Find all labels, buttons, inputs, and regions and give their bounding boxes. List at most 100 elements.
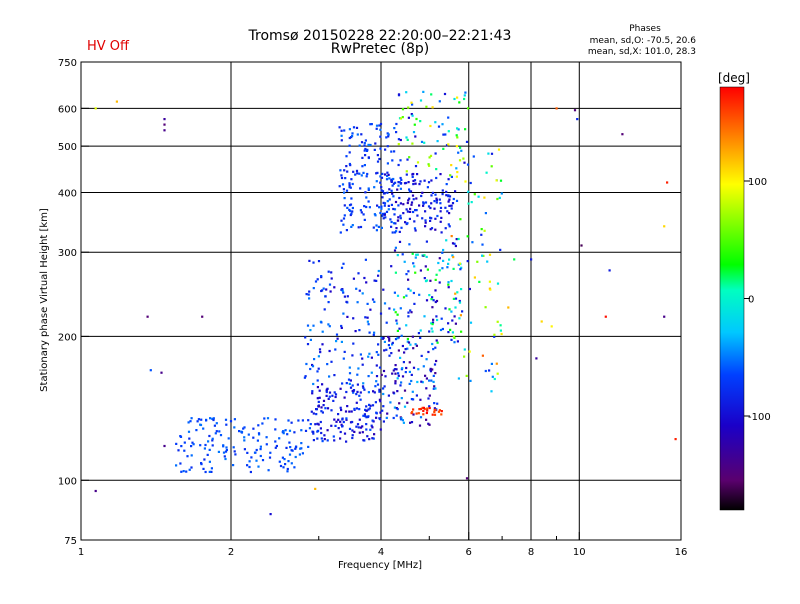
data-point (207, 440, 210, 443)
data-point (426, 268, 429, 271)
data-point (434, 387, 437, 390)
data-point (383, 204, 386, 207)
data-point (424, 219, 427, 222)
data-point (351, 134, 354, 138)
data-point (267, 469, 270, 472)
data-point (456, 291, 459, 294)
data-point (321, 440, 324, 443)
data-point (321, 411, 324, 414)
data-point (399, 176, 402, 180)
data-point (282, 430, 285, 433)
data-point (425, 418, 428, 421)
data-point (383, 302, 387, 305)
chart-subtitle: RwPretec (8p) (331, 41, 429, 57)
data-point (380, 336, 383, 339)
data-point (195, 429, 198, 432)
data-point (163, 444, 166, 448)
data-point (366, 316, 369, 319)
data-point (413, 302, 416, 305)
data-point (410, 398, 413, 401)
data-point (406, 201, 409, 205)
data-point (350, 225, 353, 228)
data-point (386, 174, 389, 178)
data-point (345, 390, 348, 394)
data-point (445, 190, 448, 193)
data-point (429, 367, 432, 370)
data-point (346, 170, 349, 173)
data-point (259, 454, 262, 458)
data-point (427, 163, 430, 166)
data-point (437, 410, 440, 413)
data-point (274, 440, 277, 443)
data-point (341, 382, 344, 385)
data-point (348, 382, 351, 385)
data-point (487, 152, 490, 155)
data-point (473, 276, 476, 279)
data-points (94, 90, 677, 516)
data-point (286, 433, 289, 436)
x-tick-label: 8 (528, 547, 534, 558)
data-point (415, 209, 418, 212)
data-point (383, 202, 387, 205)
data-point (217, 450, 220, 453)
data-point (431, 296, 434, 299)
data-point (380, 189, 383, 192)
data-point (458, 317, 461, 320)
data-point (343, 432, 347, 435)
data-point (269, 513, 272, 516)
data-point (325, 388, 328, 391)
data-point (163, 129, 166, 132)
data-point (399, 217, 402, 220)
data-point (407, 106, 410, 109)
data-point (218, 430, 221, 433)
data-point (368, 352, 371, 355)
data-point (451, 202, 455, 205)
data-point (441, 193, 444, 196)
data-point (405, 324, 408, 327)
data-point (450, 164, 453, 167)
data-point (373, 300, 376, 303)
data-point (361, 156, 364, 159)
data-point (388, 188, 391, 191)
data-point (409, 421, 412, 424)
data-point (189, 420, 192, 423)
data-point (431, 321, 435, 324)
data-point (439, 328, 443, 332)
data-point (352, 277, 355, 280)
data-point (406, 337, 409, 341)
data-point (398, 240, 402, 243)
data-point (261, 459, 265, 462)
data-point (490, 362, 493, 365)
data-point (315, 408, 318, 411)
data-point (422, 201, 425, 204)
data-point (453, 341, 456, 344)
data-point (397, 163, 400, 167)
data-point (439, 210, 442, 213)
data-point (340, 340, 343, 343)
data-point (274, 418, 277, 421)
data-point (447, 286, 450, 289)
data-point (311, 363, 314, 367)
data-point (403, 405, 407, 408)
data-point (455, 145, 458, 148)
data-point (233, 450, 236, 453)
data-point (401, 108, 405, 111)
data-point (339, 406, 342, 409)
data-point (349, 186, 352, 189)
x-tick-label: 6 (466, 547, 472, 558)
data-point (343, 350, 346, 353)
data-point (460, 288, 463, 291)
data-point (209, 417, 212, 420)
data-point (367, 323, 370, 326)
data-point (412, 210, 415, 214)
data-point (486, 260, 489, 263)
data-point (368, 331, 371, 334)
data-point (242, 427, 245, 430)
data-point (299, 447, 302, 450)
data-point (392, 222, 396, 225)
data-point (317, 429, 320, 432)
data-point (337, 418, 340, 421)
data-point (309, 338, 312, 341)
data-point (360, 141, 364, 144)
data-point (408, 156, 411, 159)
